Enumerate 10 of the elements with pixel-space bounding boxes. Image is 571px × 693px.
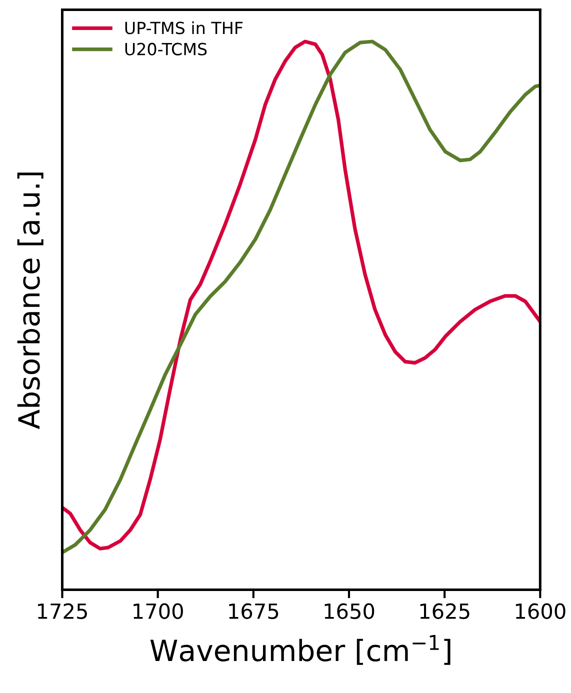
legend-label: UP-TMS in THF xyxy=(125,21,243,34)
x-tick-label: 1675 xyxy=(229,603,278,620)
y-axis-title: Absorbance [a.u.] xyxy=(17,172,44,430)
x-tick-label: 1725 xyxy=(38,603,87,620)
legend-label: U20-TCMS xyxy=(125,42,207,56)
x-tick-label: 1650 xyxy=(324,603,374,620)
x-axis-title: Wavenumber [cm$^{−1}$] xyxy=(150,635,450,665)
x-tick-label: 1700 xyxy=(134,603,183,620)
x-tick-label: 1600 xyxy=(516,603,566,620)
x-tick-label: 1625 xyxy=(420,603,470,620)
